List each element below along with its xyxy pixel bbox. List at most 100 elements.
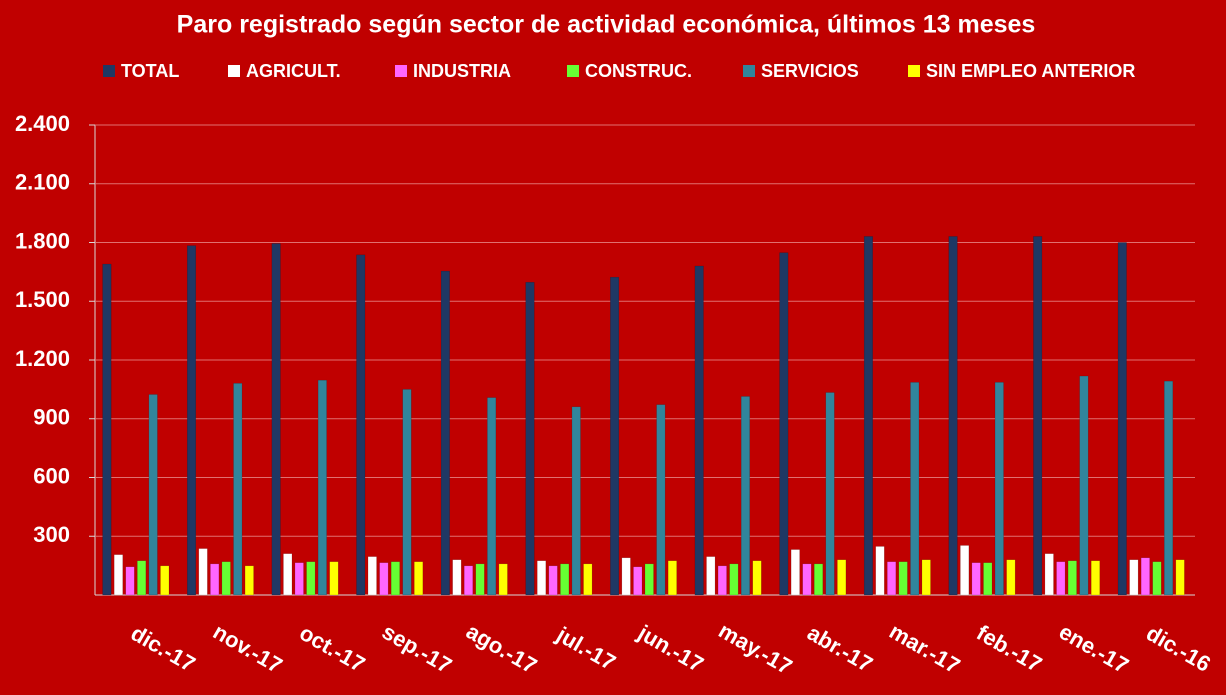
bar [1164,380,1174,596]
bar [475,563,485,596]
bar [367,556,377,596]
bar [875,546,885,596]
bar [1129,559,1139,596]
bar [1056,561,1066,596]
legend-label: AGRICULT. [246,61,341,81]
bar [1044,553,1054,596]
bar [113,554,123,596]
bar [910,382,920,596]
bar [137,560,147,596]
bar [971,562,981,596]
bar [1152,561,1162,596]
bar [656,404,666,596]
bar [148,394,158,596]
bar [463,565,474,596]
bar [271,243,281,596]
bar [694,265,704,596]
bar [1140,557,1150,596]
y-tick-label: 600 [33,463,70,488]
legend-swatch [228,65,240,77]
bar [779,252,789,596]
bar [825,392,835,596]
legend-label: INDUSTRIA [413,61,511,81]
legend-label: SIN EMPLEO ANTERIOR [926,61,1135,81]
bar [863,236,873,596]
bar [752,560,762,596]
bar [887,561,897,596]
bar [1033,236,1043,596]
bar [1175,559,1185,596]
bar [160,565,170,596]
legend-swatch [743,65,755,77]
legend-swatch [567,65,579,77]
bar [356,254,366,596]
bar [244,565,254,596]
y-tick-label: 300 [33,522,70,547]
bar [379,562,389,596]
bar [960,545,970,596]
bar [837,559,847,596]
bar [198,548,208,596]
bar [644,563,654,596]
bar [898,561,908,596]
y-tick-label: 1.200 [15,346,70,371]
legend-swatch [908,65,920,77]
bar [306,561,316,596]
bar [633,566,643,596]
bar [560,563,570,596]
chart-title: Paro registrado según sector de activida… [177,11,1036,39]
bar [1006,559,1016,596]
bar [948,236,958,596]
bar [706,556,716,596]
bar [667,560,677,596]
bar [610,276,620,596]
legend-label: CONSTRUC. [585,61,692,81]
bar [717,565,727,596]
legend-swatch [103,65,115,77]
bar [1117,242,1127,596]
bar [994,382,1004,596]
bar [802,563,812,596]
bar [740,396,750,596]
bar [983,562,993,596]
bar [537,560,547,596]
bar [329,561,339,596]
bar [583,563,593,596]
bar [1067,560,1077,596]
bar [621,557,631,596]
bar [390,561,400,596]
bar [525,282,535,596]
bar [1090,560,1101,596]
y-tick-label: 1.800 [15,228,70,253]
bar [317,379,327,596]
bar [210,563,220,596]
bar [1079,375,1089,596]
bar [186,245,197,596]
bar [221,561,231,596]
bar [440,270,450,596]
bar [125,566,135,596]
bar [813,563,824,596]
bar [452,559,462,596]
y-tick-label: 1.500 [15,287,70,312]
bar [729,563,739,596]
y-tick-label: 900 [33,405,70,430]
bar [414,561,424,596]
legend-label: TOTAL [121,61,179,81]
legend-swatch [395,65,407,77]
bar [233,383,243,596]
bar [571,406,581,596]
legend-label: SERVICIOS [761,61,859,81]
y-tick-label: 2.400 [15,111,70,136]
bar [487,397,497,596]
bar [102,263,112,596]
bar [294,562,304,596]
bar [498,563,508,596]
bar [548,565,558,596]
bar [921,559,931,596]
bar [283,553,293,596]
bar [790,549,800,596]
bar [402,389,412,596]
y-tick-label: 2.100 [15,170,70,195]
